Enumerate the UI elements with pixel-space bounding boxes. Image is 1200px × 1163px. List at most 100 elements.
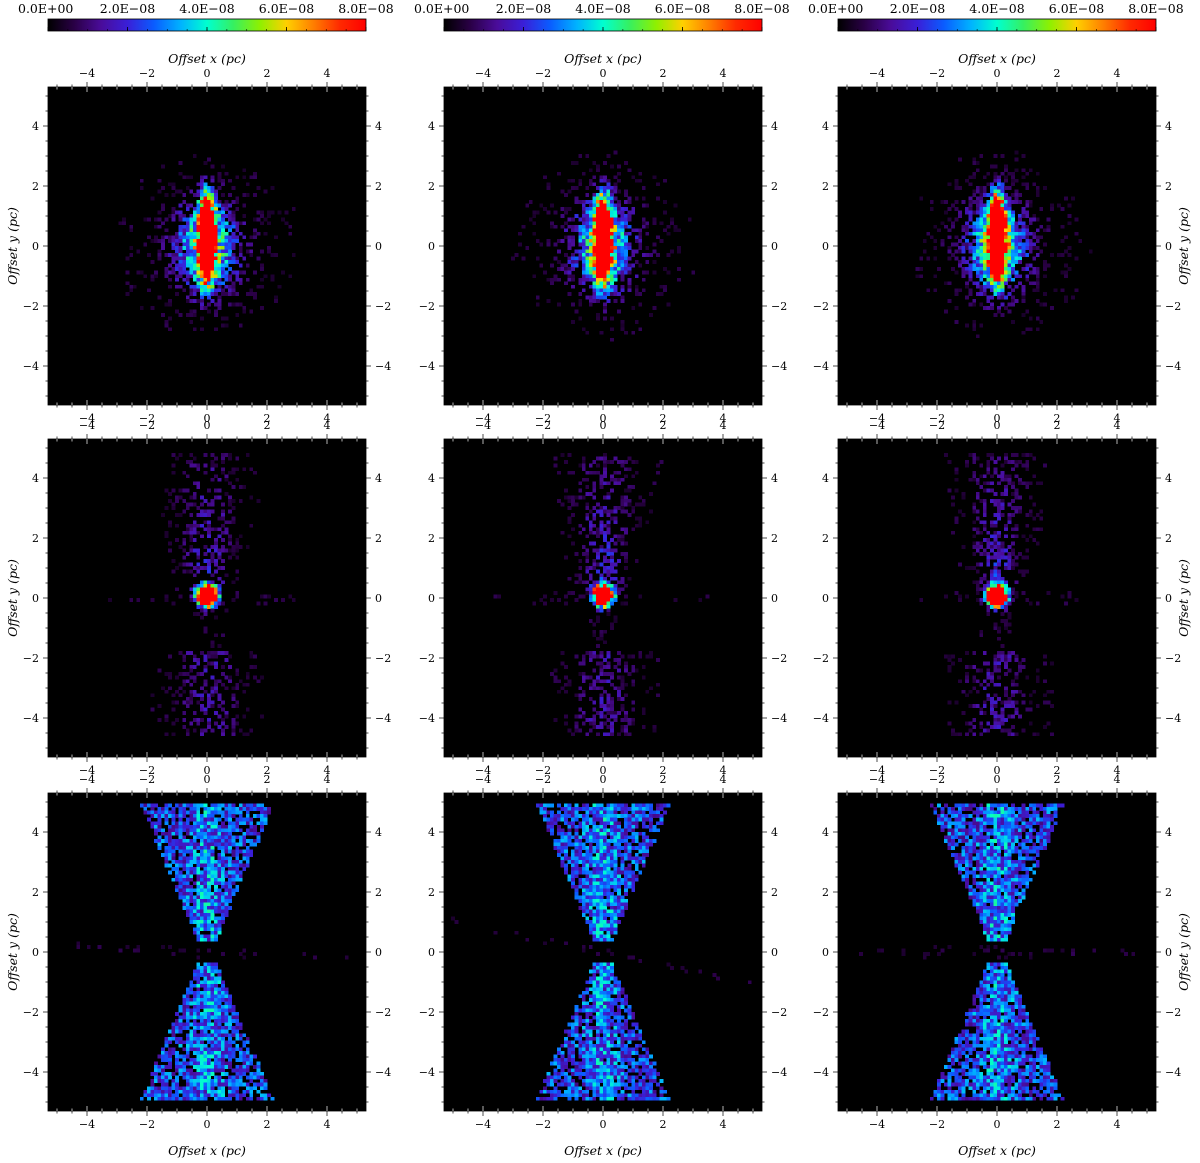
heatmap-cell (624, 728, 629, 733)
heatmap-cell (965, 242, 970, 247)
heatmap-cell (592, 629, 597, 634)
heatmap-cell (1039, 516, 1044, 521)
heatmap-cell (595, 636, 600, 641)
heatmap-cell (571, 527, 576, 532)
heatmap-cell (624, 189, 629, 194)
heatmap-cell (171, 807, 176, 811)
heatmap-cell (231, 270, 236, 275)
heatmap-cell (571, 185, 576, 190)
heatmap-cell (993, 467, 998, 472)
heatmap-cell (207, 520, 211, 525)
heatmap-cell (1064, 249, 1068, 254)
heatmap-cell (199, 651, 204, 655)
heatmap-cell (620, 274, 625, 279)
heatmap-cell (178, 1054, 183, 1059)
heatmap-cell (189, 696, 194, 701)
heatmap-cell (1000, 284, 1005, 289)
heatmap-cell (281, 598, 286, 602)
heatmap-cell (542, 594, 547, 599)
heatmap-cell (1014, 238, 1019, 243)
heatmap-cell (599, 256, 604, 261)
heatmap-cell (196, 221, 201, 226)
heatmap-cell (617, 732, 621, 737)
heatmap-cell (1000, 605, 1005, 609)
heatmap-cell (1035, 217, 1040, 222)
heatmap-cells (108, 453, 296, 737)
heatmap-cell (178, 835, 183, 840)
heatmap-cell (982, 224, 987, 229)
heatmap-cell (595, 608, 600, 613)
heatmap-cell (210, 693, 215, 698)
heatmap-cell (1007, 700, 1012, 705)
heatmap-cell (613, 590, 618, 595)
heatmap-cell (592, 175, 597, 180)
heatmap-cell (1011, 253, 1015, 257)
heatmap-cell (989, 576, 994, 581)
heatmap-cell (1042, 267, 1047, 272)
heatmap-cell (189, 513, 194, 518)
heatmap-cell (989, 210, 994, 215)
heatmap-cell (993, 200, 998, 204)
heatmap-cell (933, 256, 938, 261)
heatmap-cell (207, 527, 211, 532)
heatmap-cell (1000, 728, 1005, 733)
heatmap-cell (514, 253, 519, 257)
heatmap-cell (1004, 686, 1008, 691)
heatmap-cell (641, 270, 646, 275)
heatmap-cell (221, 601, 225, 606)
heatmap-cell (1000, 246, 1005, 250)
heatmap-cell (606, 228, 611, 233)
heatmap-cell (603, 253, 607, 257)
heatmap-cell (178, 884, 183, 889)
heatmap-cell (975, 270, 980, 275)
heatmap-cell (606, 523, 611, 528)
heatmap-cell (207, 221, 211, 226)
heatmap-cell (1007, 235, 1012, 240)
heatmap-cell (1014, 242, 1019, 247)
heatmap-cell (224, 256, 229, 261)
heatmap-cell (182, 470, 187, 475)
heatmap-cell (214, 537, 218, 542)
heatmap-cell (164, 506, 169, 510)
x-tick-label-bottom: 0 (600, 764, 607, 777)
heatmap-cell (578, 481, 583, 486)
heatmap-cell (207, 224, 211, 229)
heatmap-cell (606, 235, 611, 240)
heatmap-cell (982, 221, 987, 226)
heatmap-cell (182, 235, 187, 240)
heatmap-cell (982, 281, 987, 286)
heatmap-cell (1042, 463, 1047, 468)
heatmap-cell (221, 178, 225, 183)
heatmap-cell (1021, 288, 1026, 293)
heatmap-cell (238, 281, 243, 286)
heatmap-cell (571, 253, 576, 257)
heatmap-cell (252, 665, 257, 669)
heatmap-cell (610, 253, 614, 257)
heatmap-cell (221, 281, 225, 286)
heatmap-cell (207, 281, 211, 286)
heatmap-cell (1011, 566, 1015, 571)
heatmap-cell (182, 555, 187, 560)
heatmap-cell (954, 516, 959, 521)
heatmap-cell (150, 803, 155, 808)
heatmap-cell (231, 214, 236, 219)
heatmap-cell (620, 263, 625, 268)
heatmap-cell (993, 284, 998, 289)
heatmap-cell (175, 566, 180, 571)
heatmap-cell (175, 495, 180, 500)
heatmap-cell (238, 534, 243, 539)
heatmap-cell (224, 453, 229, 457)
heatmap-cell (624, 217, 629, 222)
heatmap-cell (178, 246, 183, 250)
heatmap-cell (175, 1019, 180, 1023)
heatmap-cell (1000, 612, 1005, 616)
heatmap-cell (599, 267, 604, 272)
heatmap-cell (146, 1096, 151, 1101)
heatmap-cell (192, 154, 197, 158)
heatmap-cell (249, 242, 254, 247)
heatmap-cell (1021, 453, 1026, 457)
heatmap-cell (1018, 228, 1023, 233)
heatmap-cell (235, 714, 240, 719)
heatmap-cell (214, 679, 218, 684)
heatmap-cell (267, 594, 271, 599)
